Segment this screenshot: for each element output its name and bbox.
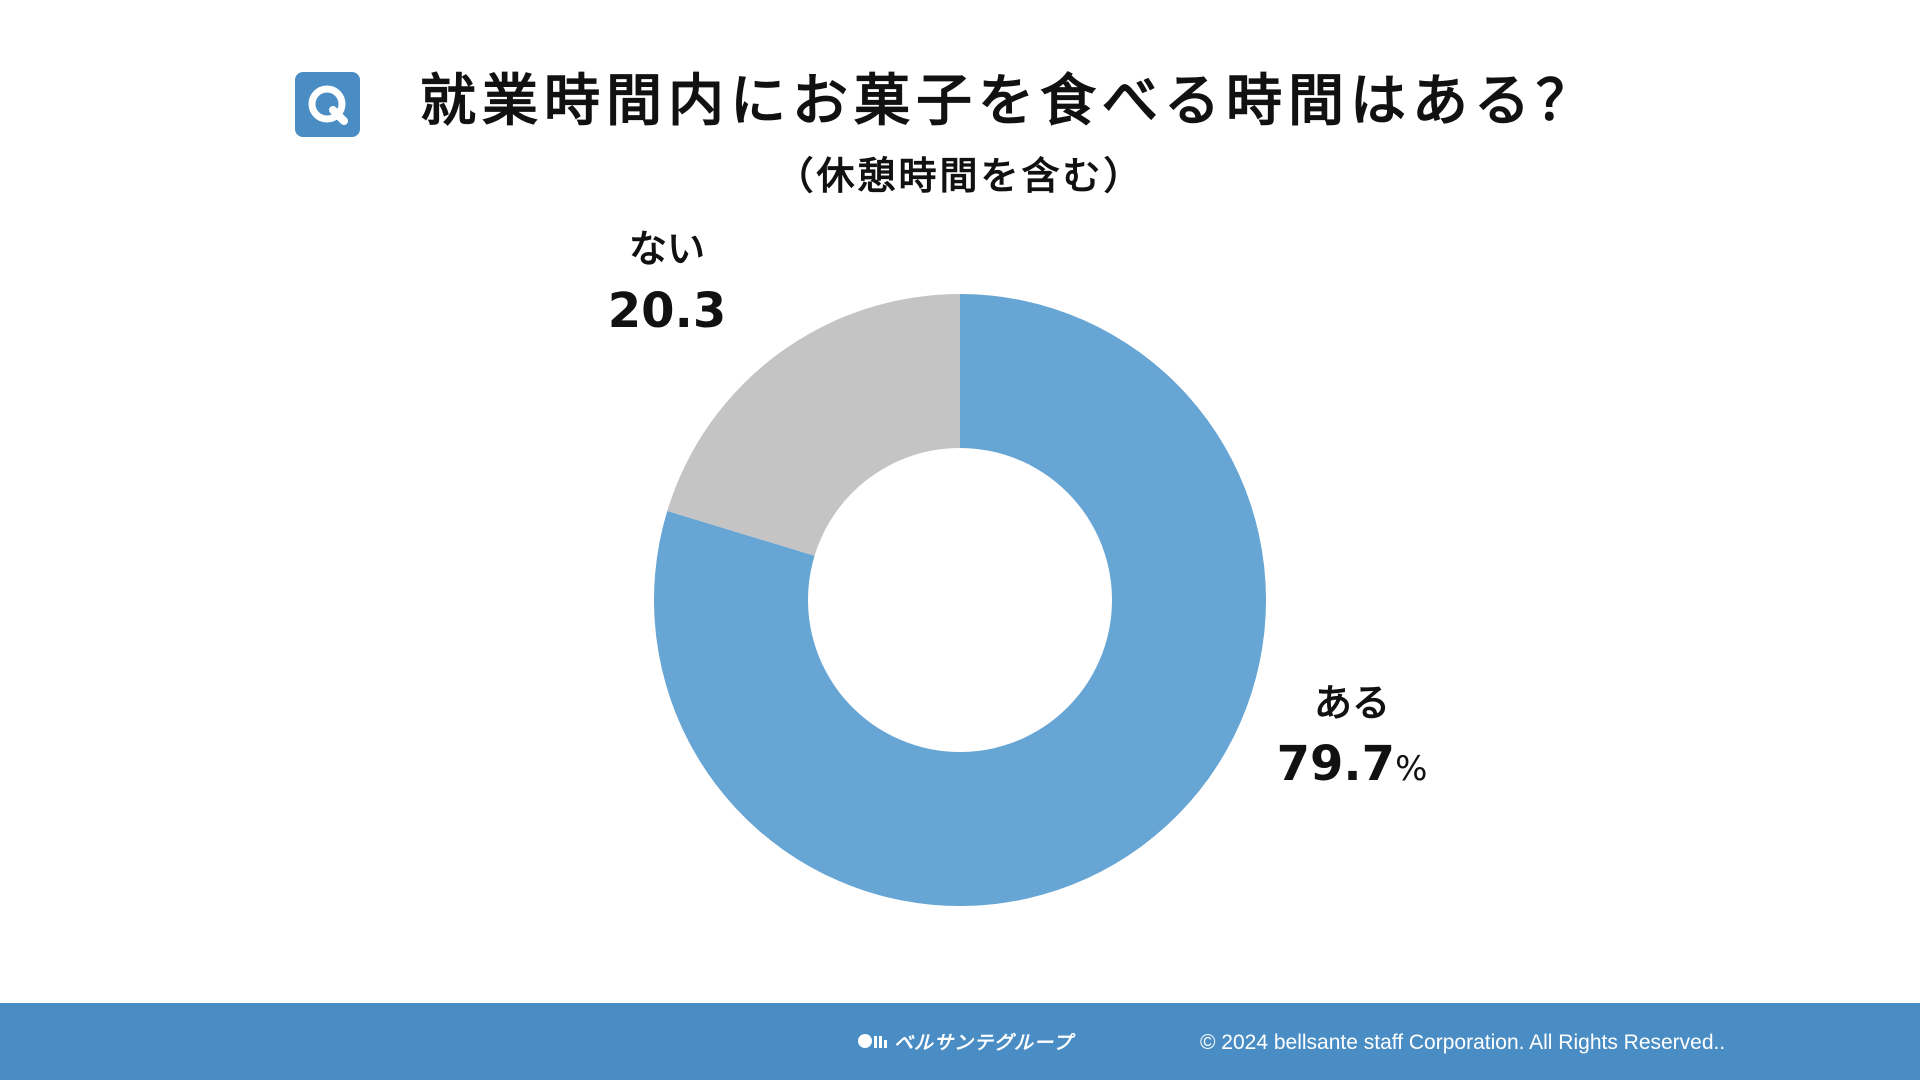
logo-mark-icon: [858, 1031, 888, 1051]
slice-label: ある: [1314, 681, 1390, 725]
slice-value: 79.7%: [1277, 736, 1428, 792]
donut-slice-no: [667, 294, 960, 556]
question-badge: [295, 72, 360, 137]
q-icon: [308, 85, 348, 125]
slice-value-unit: %: [1395, 749, 1427, 789]
company-logo: ベルサンテグループ: [858, 1025, 1073, 1057]
donut-slice-yes: [653, 294, 1266, 907]
footer-bar: ベルサンテグループ © 2024 bellsante staff Corpora…: [0, 1003, 1920, 1080]
slice-label: ない: [629, 227, 705, 271]
slice-value: 20.3: [608, 283, 726, 339]
logo-text: ベルサンテグループ: [894, 1031, 1073, 1054]
chart-subtitle: （休憩時間を含む）: [775, 154, 1145, 198]
copyright-text: © 2024 bellsante staff Corporation. All …: [1200, 1031, 1726, 1054]
chart-title: 就業時間内にお菓子を食べる時間はある？: [420, 69, 1598, 134]
